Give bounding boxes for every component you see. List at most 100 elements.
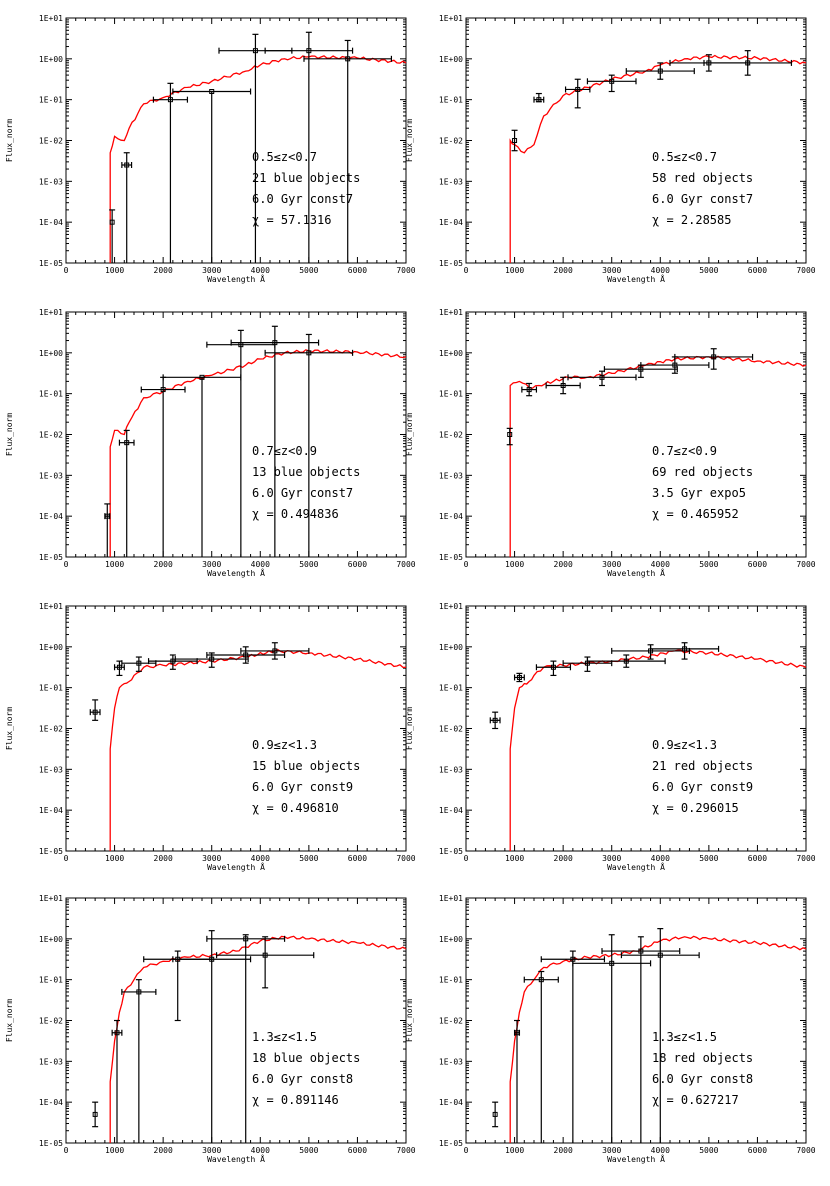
y-axis-title: Flux_norm [405,413,414,457]
x-tick-label: 0 [464,854,469,863]
y-axis-title: Flux_norm [405,999,414,1043]
sed-panel: 0 1000 2000 3000 4000 5000 6000 7000 1E-05 1E-04 1… [405,602,816,872]
data-marker [252,48,258,54]
x-tick-label: 3000 [202,854,221,863]
x-tick-label: 0 [64,560,69,569]
x-tick-label: 5000 [699,854,718,863]
sed-panel: 0 1000 2000 3000 4000 5000 6000 7000 1E-05 1E-04 1… [405,14,816,284]
photometry-point [489,711,501,730]
data-marker [306,48,312,54]
x-tick-label: 0 [464,560,469,569]
y-tick-label: 1E-05 [39,553,63,562]
x-tick-label: 6000 [348,266,367,275]
x-tick-label: 7000 [796,854,815,863]
data-marker [243,652,249,658]
plot-frame [65,17,407,264]
x-axis-title: Wavelength Å [607,1153,665,1164]
x-tick-label: 6000 [748,1146,767,1155]
model-sed-line [509,54,807,263]
photometry-point [523,970,559,1143]
y-tick-label: 1E-04 [39,218,63,227]
panel-annotation-line: 58 red objects [652,171,753,185]
y-tick-label: 1E-01 [39,390,63,399]
x-tick-label: 6000 [348,560,367,569]
photometry-point [111,1019,123,1143]
x-tick-label: 3000 [202,1146,221,1155]
x-tick-label: 6000 [748,854,767,863]
sed-panel: 0 1000 2000 3000 4000 5000 6000 7000 1E-05 1E-04 1… [5,894,416,1164]
x-tick-label: 4000 [651,1146,670,1155]
y-tick-label: 1E-03 [439,177,463,186]
x-tick-label: 4000 [251,560,270,569]
x-tick-label: 7000 [796,1146,815,1155]
x-tick-label: 1000 [105,1146,124,1155]
photometry-point [264,333,354,557]
y-tick-label: 1E+01 [39,308,63,317]
y-tick-label: 1E-02 [439,431,463,440]
x-tick-label: 7000 [396,854,415,863]
photometry-point [240,642,310,660]
y-tick-label: 1E-05 [39,259,63,268]
x-tick-label: 1000 [505,560,524,569]
y-tick-label: 1E-02 [439,137,463,146]
y-tick-label: 1E+00 [39,349,63,358]
panel-annotation-line: 18 red objects [652,1051,753,1065]
y-tick-label: 1E-03 [39,177,63,186]
x-tick-label: 5000 [299,854,318,863]
photometry-point [649,642,720,660]
data-marker [711,354,717,360]
photometry-point [506,427,513,446]
y-tick-label: 1E-04 [439,218,463,227]
panel-annotation-line: χ = 0.496810 [252,801,339,815]
y-tick-label: 1E-01 [439,390,463,399]
panel-annotation-line: 0.9≤z<1.3 [652,738,717,752]
photometry-point [172,930,252,1143]
panel-annotation-line: 21 red objects [652,759,753,773]
panel-annotation-line: 0.5≤z<0.7 [252,150,317,164]
x-tick-label: 5000 [299,1146,318,1155]
y-tick-label: 1E-01 [439,684,463,693]
panel-annotation-line: χ = 0.891146 [252,1093,339,1107]
data-marker [623,658,629,664]
photometry-point [264,31,354,263]
x-tick-label: 6000 [748,560,767,569]
panel-annotation-line: 6.0 Gyr const7 [652,192,753,206]
plot-frame [65,311,407,558]
data-marker [682,646,688,652]
data-marker [104,513,110,519]
x-tick-label: 2000 [554,854,573,863]
photometry-point [303,39,393,263]
x-tick-label: 0 [64,1146,69,1155]
data-marker [745,60,751,66]
data-marker [92,1111,98,1117]
y-tick-label: 1E-03 [439,765,463,774]
photometry-point [118,429,135,557]
model-sed-line [509,935,807,1143]
data-marker [109,219,115,225]
data-marker [124,440,130,446]
x-tick-label: 3000 [202,266,221,275]
y-tick-label: 1E-04 [39,1098,63,1107]
photometry-point [206,934,286,1143]
photometry-point [492,1101,499,1128]
photometry-point [152,82,189,263]
y-tick-label: 1E-01 [39,96,63,105]
photometry-point [215,936,315,989]
y-tick-label: 1E+01 [39,14,63,23]
data-marker [575,86,581,92]
y-tick-label: 1E-05 [439,847,463,856]
y-tick-label: 1E+00 [39,643,63,652]
data-marker [516,674,522,680]
data-marker [599,374,605,380]
data-marker [609,78,615,84]
data-marker [160,387,166,393]
data-marker [209,656,215,662]
y-axis-title: Flux_norm [5,119,14,163]
y-tick-label: 1E-04 [39,512,63,521]
x-tick-label: 1000 [505,1146,524,1155]
y-tick-label: 1E+01 [439,894,463,903]
x-tick-label: 5000 [299,266,318,275]
y-tick-label: 1E-03 [39,765,63,774]
plot-frame [465,311,807,558]
y-tick-label: 1E+00 [439,935,463,944]
